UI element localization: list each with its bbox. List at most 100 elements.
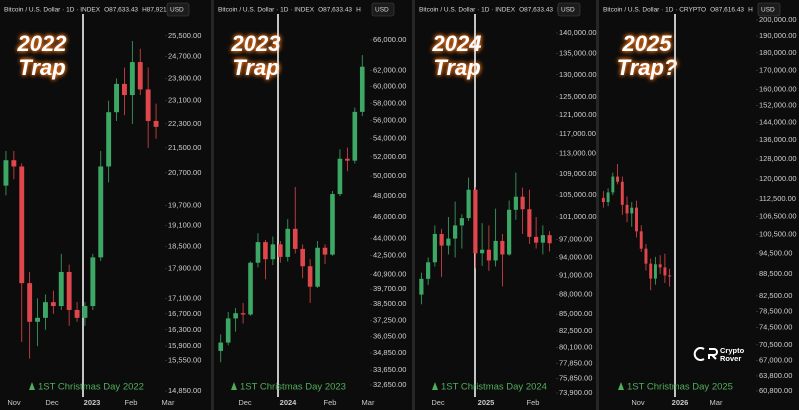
y-tick-label: 97,000.00 <box>559 235 592 244</box>
y-tick-label: 82,500.00 <box>559 326 592 335</box>
currency: USD <box>761 7 775 14</box>
x-tick-label: 2025 <box>478 398 495 407</box>
y-tick-label: 21,500.00 <box>168 143 201 152</box>
y-tick-label: 135,000.00 <box>559 48 597 57</box>
panel-title: Trap <box>18 55 65 80</box>
candle-body <box>122 83 127 96</box>
christmas-annotation: 1ST Christmas Day 2023 <box>240 382 346 393</box>
tree-icon <box>432 382 438 390</box>
tree-icon <box>29 382 35 390</box>
x-tick-label: Dec <box>45 398 59 407</box>
header-high: H <box>356 7 361 14</box>
y-tick-label: 37,250.00 <box>373 315 406 324</box>
candle-body <box>439 233 444 246</box>
y-tick-label: 180,000.00 <box>759 48 797 57</box>
candle-body <box>493 240 498 261</box>
candle-body <box>658 264 662 268</box>
christmas-annotation: 1ST Christmas Day 2024 <box>441 382 547 393</box>
x-tick-label: Mar <box>162 398 175 407</box>
header-symbol: Bitcoin / U.S. Dollar · 1D · INDEX <box>419 7 516 14</box>
header-open: O87,633.43 <box>318 7 352 14</box>
y-tick-label: 38,500.00 <box>373 299 406 308</box>
y-tick-label: 60,000.00 <box>373 82 406 91</box>
candle-body <box>352 111 358 161</box>
currency: USD <box>561 7 575 14</box>
candle-body <box>653 264 657 279</box>
y-tick-label: 62,000.00 <box>373 66 406 75</box>
candle-body <box>345 158 350 161</box>
y-tick-label: 17,100.00 <box>168 293 201 302</box>
y-tick-label: 33,650.00 <box>373 365 406 374</box>
candle-body <box>11 160 17 167</box>
header-symbol: Bitcoin / U.S. Dollar · 1D · INDEX <box>218 7 315 14</box>
candle-body <box>74 309 80 318</box>
y-tick-label: 39,700.00 <box>373 284 406 293</box>
panel <box>214 0 412 410</box>
candle-body <box>330 194 335 255</box>
y-tick-label: 117,000.00 <box>559 129 596 138</box>
candle-body <box>114 83 119 113</box>
candle-body <box>292 228 298 249</box>
candle-body <box>453 225 458 239</box>
candle-body <box>620 181 624 205</box>
y-tick-label: 88,500.00 <box>759 269 792 278</box>
y-tick-label: 105,000.00 <box>559 190 597 199</box>
candle-body <box>663 267 667 276</box>
y-tick-label: 170,000.00 <box>759 66 797 75</box>
candle-body <box>480 249 485 254</box>
candle-body <box>639 231 643 249</box>
y-tick-label: 36,050.00 <box>373 331 406 340</box>
header-open: O87,633.43 <box>104 7 138 14</box>
panel-title: 2025 <box>622 31 673 56</box>
y-tick-label: 14,850.00 <box>168 386 201 395</box>
y-tick-label: 82,500.00 <box>759 291 792 300</box>
y-tick-label: 136,000.00 <box>759 135 797 144</box>
candle-body <box>225 318 231 343</box>
tree-icon <box>618 382 624 390</box>
header-open: O87,633.43 <box>519 7 553 14</box>
candle-body <box>248 262 253 315</box>
candle-body <box>513 196 518 210</box>
candle-body <box>547 235 552 244</box>
panel <box>0 0 211 410</box>
y-tick-label: 23,100.00 <box>168 96 201 105</box>
panel <box>415 0 596 410</box>
candle-body <box>625 204 629 214</box>
y-tick-label: 109,000.00 <box>559 169 597 178</box>
candle-body <box>649 263 653 279</box>
candle-body <box>240 313 246 315</box>
candle-body <box>285 228 291 257</box>
y-tick-label: 17,900.00 <box>168 263 201 272</box>
y-tick-label: 44,000.00 <box>373 234 406 243</box>
y-tick-label: 120,000.00 <box>759 174 797 183</box>
y-tick-label: 77,850.00 <box>559 359 592 368</box>
y-tick-label: 15,550.00 <box>168 356 201 365</box>
christmas-annotation: 1ST Christmas Day 2022 <box>38 382 144 393</box>
x-tick-label: Feb <box>527 398 540 407</box>
y-tick-label: 58,000.00 <box>373 98 406 107</box>
y-tick-label: 85,000.00 <box>559 309 592 318</box>
y-tick-label: 56,000.00 <box>373 116 406 125</box>
candle-body <box>337 158 343 195</box>
candle-body <box>635 207 638 232</box>
candle-body <box>98 166 104 258</box>
candle-body <box>322 247 328 255</box>
header-high: H87,921.68 <box>142 7 176 14</box>
candle-body <box>145 89 151 121</box>
y-tick-label: 128,000.00 <box>759 154 797 163</box>
panel-title: 2023 <box>231 31 281 56</box>
y-tick-label: 18,500.00 <box>168 242 201 251</box>
y-tick-label: 32,650.00 <box>373 380 406 389</box>
candle-body <box>644 248 648 264</box>
y-tick-label: 200,000.00 <box>759 15 797 24</box>
x-tick-label: 2024 <box>280 398 298 407</box>
y-tick-label: 63,800.00 <box>759 371 792 380</box>
y-tick-label: 19,700.00 <box>168 200 201 209</box>
y-tick-label: 75,850.00 <box>559 373 592 382</box>
candle-body <box>218 342 224 351</box>
y-tick-label: 78,500.00 <box>759 306 792 315</box>
y-tick-label: 60,800.00 <box>759 386 792 395</box>
candle-body <box>255 242 261 263</box>
candle-body <box>19 166 25 284</box>
y-tick-label: 112,500.00 <box>759 194 796 203</box>
